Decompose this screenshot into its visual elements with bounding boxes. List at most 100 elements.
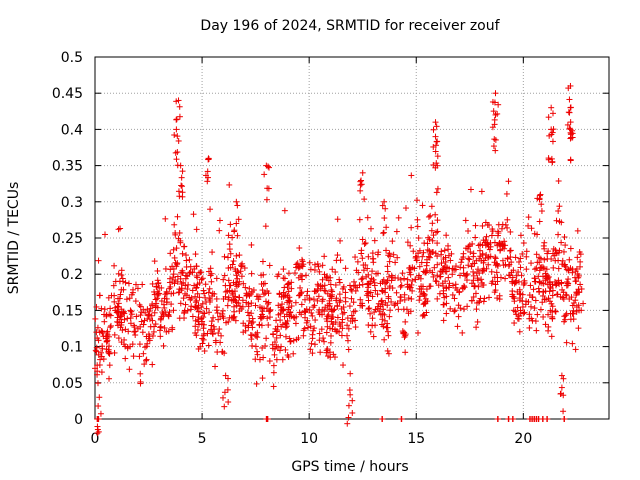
data-point <box>232 293 239 300</box>
data-point <box>371 237 378 244</box>
data-point <box>553 291 560 298</box>
data-point <box>443 293 450 300</box>
data-point <box>405 295 412 302</box>
data-point <box>312 317 319 324</box>
data-point <box>214 310 221 317</box>
data-point <box>111 349 118 356</box>
data-point <box>193 226 200 233</box>
data-point <box>296 309 303 316</box>
data-point <box>358 247 365 254</box>
data-point <box>504 224 511 231</box>
data-point <box>155 279 162 286</box>
data-point <box>535 285 542 292</box>
data-point <box>388 277 395 284</box>
data-point <box>170 290 177 297</box>
data-point <box>149 302 156 309</box>
data-point <box>183 292 190 299</box>
data-point <box>201 310 208 317</box>
data-point <box>309 350 316 357</box>
data-point <box>279 356 286 363</box>
data-point <box>172 149 179 156</box>
data-point <box>483 233 490 240</box>
data-point <box>365 253 372 260</box>
data-point <box>284 281 291 288</box>
data-point <box>515 315 522 322</box>
data-point <box>128 308 135 315</box>
data-point <box>321 287 328 294</box>
data-point <box>404 276 411 283</box>
data-point <box>156 284 163 291</box>
data-point <box>150 328 157 335</box>
data-point <box>521 280 528 287</box>
data-point <box>577 251 584 258</box>
data-point <box>384 347 391 354</box>
data-point <box>536 288 543 295</box>
data-point <box>399 328 406 335</box>
data-point <box>270 369 277 376</box>
data-point <box>344 420 351 427</box>
data-point <box>259 375 266 382</box>
y-tick-label: 0 <box>74 412 83 428</box>
data-point <box>433 189 440 196</box>
data-point <box>357 296 364 303</box>
data-point <box>93 329 100 336</box>
data-point <box>567 119 574 126</box>
data-point <box>517 255 524 262</box>
data-point <box>110 282 117 289</box>
data-point <box>131 328 138 335</box>
data-point <box>367 310 374 317</box>
data-point <box>207 272 214 279</box>
data-point <box>489 226 496 233</box>
data-point <box>423 262 430 269</box>
data-point <box>530 286 537 293</box>
data-point <box>149 361 156 368</box>
data-point <box>399 270 406 277</box>
data-point <box>393 228 400 235</box>
data-point <box>555 257 562 264</box>
data-point <box>486 222 493 229</box>
data-point <box>106 311 113 318</box>
data-point <box>257 315 264 322</box>
data-point <box>236 308 243 315</box>
data-point <box>567 135 574 142</box>
data-point <box>317 349 324 356</box>
data-point <box>547 298 554 305</box>
data-point <box>479 242 486 249</box>
data-point <box>427 212 434 219</box>
data-point <box>430 143 437 150</box>
data-point <box>416 285 423 292</box>
data-point <box>359 281 366 288</box>
data-point <box>430 273 437 280</box>
data-point <box>213 307 220 314</box>
data-point <box>425 253 432 260</box>
data-point <box>392 259 399 266</box>
y-tick-label: 0.15 <box>52 303 83 319</box>
data-point <box>383 247 390 254</box>
data-point <box>429 237 436 244</box>
data-point <box>122 326 129 333</box>
data-point <box>200 321 207 328</box>
data-point <box>512 254 519 261</box>
data-point <box>129 289 136 296</box>
data-point <box>479 282 486 289</box>
data-point <box>536 218 543 225</box>
data-point <box>543 273 550 280</box>
data-point <box>105 348 112 355</box>
data-point <box>154 295 161 302</box>
data-point <box>98 305 105 312</box>
data-point <box>572 297 579 304</box>
data-point <box>491 99 498 106</box>
data-point <box>240 320 247 327</box>
data-point <box>350 283 357 290</box>
data-point <box>127 315 134 322</box>
data-point <box>534 311 541 318</box>
data-point <box>194 281 201 288</box>
data-point <box>374 291 381 298</box>
data-point <box>561 261 568 268</box>
data-point <box>260 291 267 298</box>
data-point <box>532 278 539 285</box>
data-point <box>359 169 366 176</box>
data-point <box>175 137 182 144</box>
data-point <box>101 231 108 238</box>
data-point <box>157 333 164 340</box>
